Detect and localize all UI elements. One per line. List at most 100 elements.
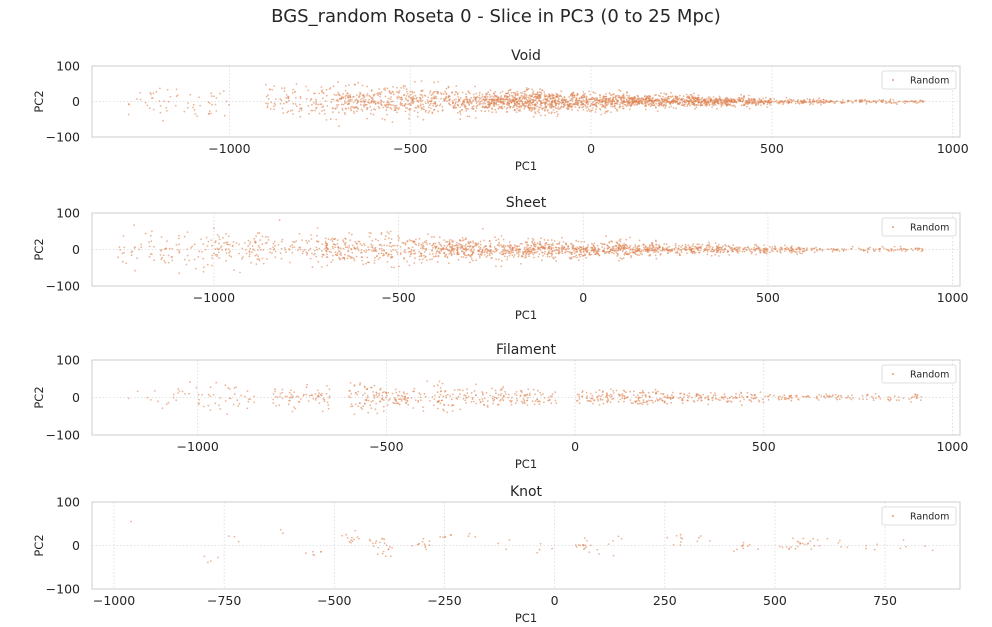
data-point xyxy=(344,246,347,249)
data-point xyxy=(218,257,221,259)
data-point xyxy=(520,262,522,265)
data-point xyxy=(491,107,494,110)
data-point xyxy=(572,91,575,94)
data-point xyxy=(449,394,452,397)
data-point xyxy=(369,95,372,98)
data-point xyxy=(295,240,298,242)
data-point xyxy=(788,250,791,253)
data-point xyxy=(334,251,337,254)
data-point xyxy=(613,247,615,250)
data-point xyxy=(406,107,409,110)
data-point xyxy=(413,110,416,112)
data-point xyxy=(446,100,449,103)
data-point xyxy=(512,106,514,109)
data-point xyxy=(592,249,595,251)
data-point xyxy=(633,251,636,254)
data-point xyxy=(405,90,408,93)
data-point xyxy=(144,232,147,235)
data-point xyxy=(338,256,340,259)
data-point xyxy=(273,105,275,108)
data-point xyxy=(328,395,331,397)
data-point xyxy=(348,395,350,398)
data-point xyxy=(459,111,461,113)
data-point xyxy=(274,388,276,390)
data-point xyxy=(795,248,798,251)
data-point xyxy=(398,237,401,239)
data-point xyxy=(379,243,382,246)
data-point xyxy=(645,246,647,249)
data-point xyxy=(420,80,423,82)
data-point xyxy=(335,104,338,106)
data-point xyxy=(680,248,683,251)
data-point xyxy=(727,101,729,104)
data-point xyxy=(535,243,537,246)
data-point xyxy=(556,96,559,98)
data-point xyxy=(360,256,363,259)
data-point xyxy=(479,98,481,100)
data-point xyxy=(653,100,655,103)
data-point xyxy=(528,98,530,100)
data-point xyxy=(668,97,671,100)
data-point xyxy=(503,96,506,98)
data-point xyxy=(153,259,156,262)
data-point xyxy=(376,92,379,95)
data-point xyxy=(354,403,357,406)
data-point xyxy=(210,95,213,97)
data-point xyxy=(510,396,513,399)
data-point xyxy=(557,243,560,245)
data-point xyxy=(318,247,321,250)
data-point xyxy=(308,240,310,243)
data-point xyxy=(519,100,522,103)
x-tick-label: −1000 xyxy=(193,290,235,305)
data-point xyxy=(465,254,468,257)
data-point xyxy=(393,106,396,109)
data-point xyxy=(835,248,838,251)
data-point xyxy=(193,108,196,111)
data-point xyxy=(178,390,181,392)
data-point xyxy=(616,94,619,97)
data-point xyxy=(340,97,343,100)
data-point xyxy=(272,402,275,404)
data-point xyxy=(294,103,297,105)
data-point xyxy=(634,244,637,246)
data-point xyxy=(448,102,450,105)
data-point xyxy=(447,86,450,89)
data-point xyxy=(825,99,828,102)
data-point xyxy=(390,266,393,268)
data-point xyxy=(602,95,605,98)
data-point xyxy=(585,107,588,109)
data-point xyxy=(306,242,309,244)
data-point xyxy=(367,411,370,414)
data-point xyxy=(658,244,661,247)
data-point xyxy=(383,249,385,252)
data-point xyxy=(606,101,609,104)
data-point xyxy=(547,247,549,250)
data-point xyxy=(532,115,535,118)
data-point xyxy=(686,105,689,108)
data-point xyxy=(216,255,219,258)
data-point xyxy=(500,244,502,246)
data-point xyxy=(735,246,738,249)
data-point xyxy=(677,103,680,105)
data-point xyxy=(475,105,478,108)
data-point xyxy=(694,108,696,110)
data-point xyxy=(606,104,608,107)
data-point xyxy=(901,101,904,103)
data-point xyxy=(522,95,524,98)
data-point xyxy=(331,111,334,113)
data-point xyxy=(502,249,504,252)
data-point xyxy=(293,406,295,408)
data-point xyxy=(518,248,521,250)
data-point xyxy=(648,99,651,102)
data-point xyxy=(808,98,811,101)
data-point xyxy=(241,247,244,250)
data-point xyxy=(744,101,747,104)
data-point xyxy=(734,106,737,108)
data-point xyxy=(281,388,284,391)
data-point xyxy=(465,243,467,246)
data-point xyxy=(629,101,632,104)
data-point xyxy=(725,96,728,99)
data-point xyxy=(400,394,403,397)
data-point xyxy=(193,258,196,261)
data-point xyxy=(448,249,450,252)
